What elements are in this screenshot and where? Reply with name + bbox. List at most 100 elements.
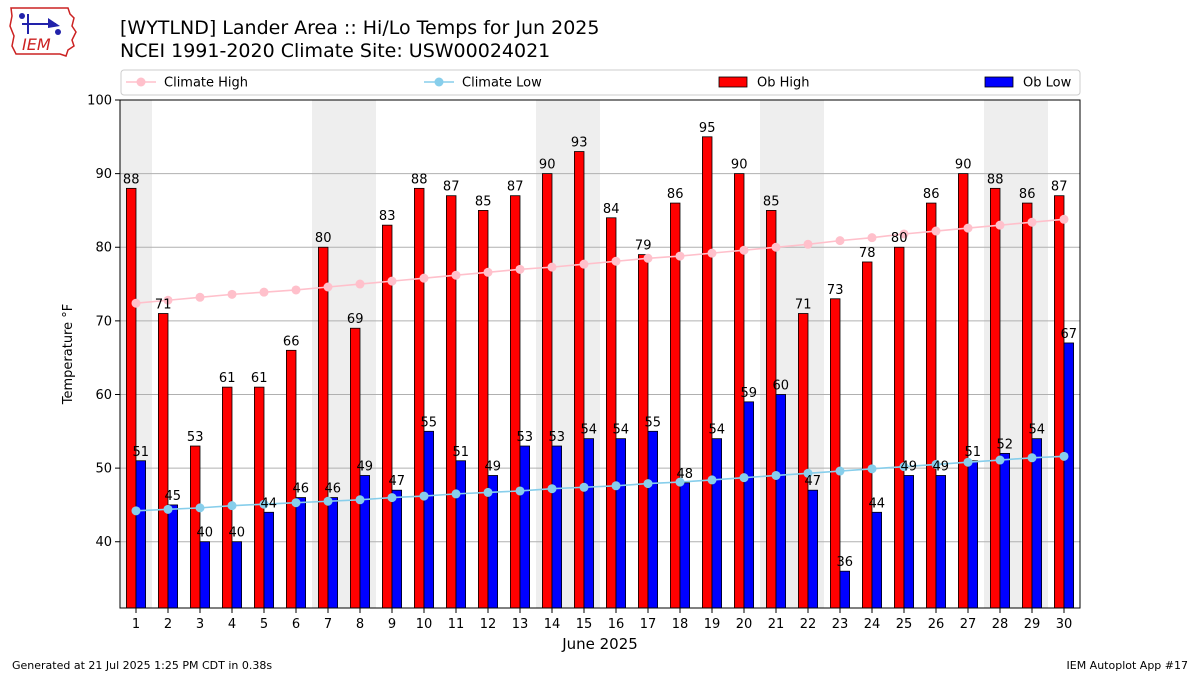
climate-high-point	[1027, 217, 1037, 227]
ob-low-bar	[743, 401, 755, 609]
ob-low-bar	[1031, 438, 1043, 609]
ob-high-label: 69	[347, 312, 364, 327]
climate-low-point	[899, 462, 909, 472]
ob-low-bar	[775, 394, 787, 609]
ob-low-label: 46	[293, 482, 310, 497]
x-tick-label-13: 13	[512, 617, 529, 632]
ob-high-label: 87	[1051, 180, 1068, 195]
climate-high-point	[1059, 214, 1069, 224]
climate-low-point	[579, 482, 589, 492]
ob-high-label: 88	[987, 172, 1004, 187]
y-axis-label: Temperature °F	[61, 304, 76, 405]
climate-high-point	[579, 259, 589, 269]
x-tick-label-8: 8	[356, 617, 364, 632]
climate-low-point	[195, 503, 205, 513]
ob-high-label: 90	[955, 158, 972, 173]
ob-low-bar	[167, 504, 179, 609]
ob-low-bar	[391, 489, 403, 609]
ob-high-bar	[670, 202, 681, 609]
x-tick-label-10: 10	[416, 617, 433, 632]
climate-high-point	[419, 273, 429, 283]
ob-low-label: 53	[549, 430, 566, 445]
ob-high-bar	[702, 136, 713, 609]
ob-low-label: 67	[1061, 327, 1078, 342]
x-tick-label-17: 17	[640, 617, 657, 632]
ob-low-bar	[359, 475, 371, 609]
x-tick-label-19: 19	[704, 617, 721, 632]
chart-title: [WYTLND] Lander Area :: Hi/Lo Temps for …	[120, 17, 599, 63]
climate-high-point	[803, 239, 813, 249]
ob-high-label: 93	[571, 136, 588, 151]
ob-high-bar	[958, 173, 969, 609]
climate-low-point	[675, 477, 685, 487]
ob-high-label: 90	[731, 158, 748, 173]
ob-low-label: 44	[869, 496, 886, 511]
climate-low-point	[803, 468, 813, 478]
ob-high-bar	[317, 246, 329, 609]
climate-high-point	[131, 298, 141, 308]
ob-high-label: 90	[539, 158, 556, 173]
legend-bar-swatch	[718, 76, 748, 88]
climate-high-point	[675, 251, 685, 261]
plot-frame	[119, 99, 1081, 609]
ob-high-bar	[638, 254, 649, 609]
climate-low-point	[483, 487, 493, 497]
ob-low-bar	[1063, 342, 1075, 609]
x-tick-label-3: 3	[196, 617, 204, 632]
ob-low-label: 40	[197, 526, 214, 541]
x-tick-label-15: 15	[576, 617, 593, 632]
climate-high-point	[387, 276, 397, 286]
ob-low-bar	[935, 475, 947, 609]
ob-low-label: 54	[1029, 423, 1046, 438]
ob-low-bar	[295, 497, 307, 609]
ob-low-bar	[455, 460, 467, 609]
climate-high-point	[707, 248, 717, 258]
legend-bar-swatch	[984, 76, 1014, 88]
x-axis-label: June 2025	[561, 635, 638, 653]
climate-high-point	[515, 264, 525, 274]
x-tick-label-6: 6	[292, 617, 300, 632]
ob-high-bar	[606, 217, 617, 609]
legend-item-ob-high: Ob High	[718, 76, 810, 91]
ob-low-label: 40	[229, 526, 246, 541]
climate-high-point	[195, 292, 205, 302]
ob-high-bar	[126, 187, 137, 609]
climate-low-point	[547, 484, 557, 494]
ob-low-label: 54	[709, 423, 726, 438]
climate-low-point	[291, 498, 301, 508]
ob-low-bar	[967, 460, 979, 609]
climate-high-point	[291, 285, 301, 295]
ob-high-bar	[574, 151, 585, 609]
ob-low-label: 44	[261, 496, 278, 511]
x-tick-label-25: 25	[896, 617, 913, 632]
x-tick-label-26: 26	[928, 617, 945, 632]
ob-high-label: 61	[219, 371, 236, 386]
ob-low-bar	[647, 430, 659, 609]
y-tick-label-90: 90	[95, 167, 112, 182]
ob-low-label: 47	[805, 474, 822, 489]
climate-high-point	[931, 226, 941, 236]
ob-low-bar	[583, 438, 595, 609]
ob-low-label: 51	[133, 445, 150, 460]
x-tick-label-1: 1	[132, 617, 140, 632]
climate-high-point	[995, 220, 1005, 230]
x-tick-label-2: 2	[164, 617, 172, 632]
ob-low-bar	[263, 511, 275, 609]
logo-text: IEM	[22, 35, 51, 54]
ob-high-bar	[1022, 202, 1033, 609]
ob-low-bar	[199, 541, 211, 609]
x-tick-label-27: 27	[960, 617, 977, 632]
ob-high-label: 80	[891, 231, 908, 246]
y-tick-label-70: 70	[95, 314, 112, 329]
x-tick-label-5: 5	[260, 617, 268, 632]
climate-low-line	[135, 455, 1065, 512]
ob-low-label: 49	[901, 459, 918, 474]
ob-high-bar	[542, 173, 553, 609]
climate-low-point	[739, 473, 749, 483]
climate-low-point	[515, 486, 525, 496]
climate-lines	[131, 214, 1069, 516]
legend-item-climate-low: Climate Low	[424, 76, 542, 91]
climate-low-point	[963, 457, 973, 467]
ob-high-bar	[157, 313, 169, 609]
ob-low-label: 52	[997, 437, 1014, 452]
